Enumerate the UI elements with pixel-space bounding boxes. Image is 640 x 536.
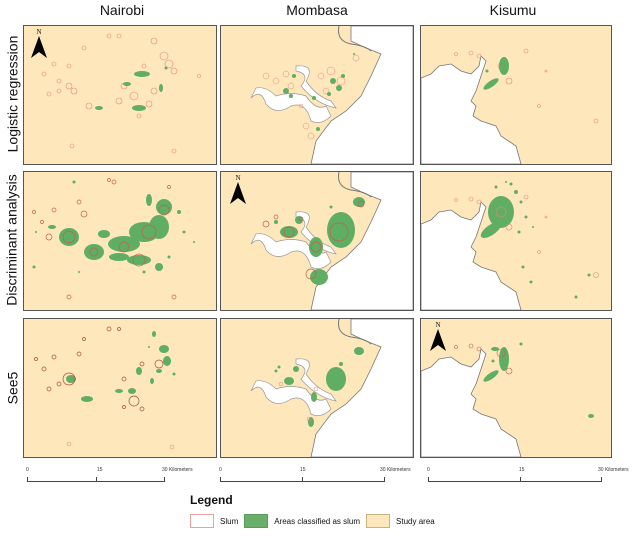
map-mombasa-see5 <box>220 318 414 458</box>
map-kisumu-logistic <box>420 25 612 165</box>
legend-swatch-slum <box>190 514 214 528</box>
mombasa-slum-map <box>250 319 413 457</box>
scale-tick-15: 15 <box>519 467 525 473</box>
north-label: N <box>435 321 441 329</box>
north-arrow-icon <box>430 329 446 351</box>
map-nairobi-discriminant <box>23 171 217 311</box>
legend: Slum Areas classified as slum Study area <box>190 514 435 528</box>
kisumu-slum-map <box>421 342 594 457</box>
scale-line <box>220 477 385 482</box>
nairobi-slum-map <box>41 33 201 154</box>
scale-tick-30: 30 Kilometers <box>598 467 629 473</box>
map-nairobi-see5 <box>23 318 217 458</box>
legend-swatch-study-area <box>366 514 391 528</box>
nairobi-slum-map <box>32 178 195 300</box>
row-title-see5: See5 <box>4 371 21 405</box>
column-title-kisumu: Kisumu <box>489 2 537 18</box>
scale-tick-0: 0 <box>427 467 430 473</box>
scale-tick-30: 30 Kilometers <box>380 467 411 473</box>
map-mombasa-logistic <box>220 25 414 165</box>
scale-mid-tick <box>520 477 521 481</box>
nairobi-slum-map <box>34 326 176 450</box>
kisumu-slum-map <box>421 181 599 310</box>
scale-mid-tick <box>96 477 97 481</box>
north-arrow: N <box>229 174 247 204</box>
legend-label-study-area: Study area <box>396 516 435 526</box>
mombasa-slum-map <box>250 172 413 310</box>
scale-tick-0: 0 <box>219 467 222 473</box>
scale-line <box>27 477 165 482</box>
column-title-mombasa: Mombasa <box>286 2 348 18</box>
north-arrow: N <box>429 321 447 351</box>
scalebar-kisumu: 0 15 30 Kilometers <box>427 466 638 486</box>
column-title-nairobi: Nairobi <box>99 2 145 18</box>
scale-tick-30: 30 Kilometers <box>162 467 193 473</box>
map-kisumu-discriminant <box>420 171 612 311</box>
scale-tick-0: 0 <box>26 467 29 473</box>
scale-line <box>428 477 602 482</box>
map-kisumu-see5: N <box>420 318 612 458</box>
north-label: N <box>36 28 42 36</box>
legend-label-slum: Slum <box>220 516 239 526</box>
scalebar-nairobi: 0 15 30 Kilometers <box>26 466 202 486</box>
north-arrow: N <box>30 28 48 58</box>
kisumu-slum-map <box>421 48 599 164</box>
scalebar-mombasa: 0 15 30 Kilometers <box>219 466 420 486</box>
north-arrow-icon <box>230 182 246 204</box>
map-mombasa-discriminant: N <box>220 171 414 311</box>
north-arrow-icon <box>31 36 47 58</box>
mombasa-slum-map <box>250 26 413 164</box>
row-title-discriminant-analysis: Discriminant analysis <box>4 174 21 306</box>
row-title-logistic-regression: Logistic regression <box>4 35 21 153</box>
scale-tick-15: 15 <box>300 467 306 473</box>
scale-tick-15: 15 <box>97 467 103 473</box>
legend-label-classified-slum: Areas classified as slum <box>274 516 361 526</box>
legend-swatch-classified-slum <box>244 514 269 528</box>
north-label: N <box>235 174 241 182</box>
legend-title: Legend <box>190 493 233 507</box>
scale-mid-tick <box>302 477 303 481</box>
map-nairobi-logistic: N <box>23 25 217 165</box>
